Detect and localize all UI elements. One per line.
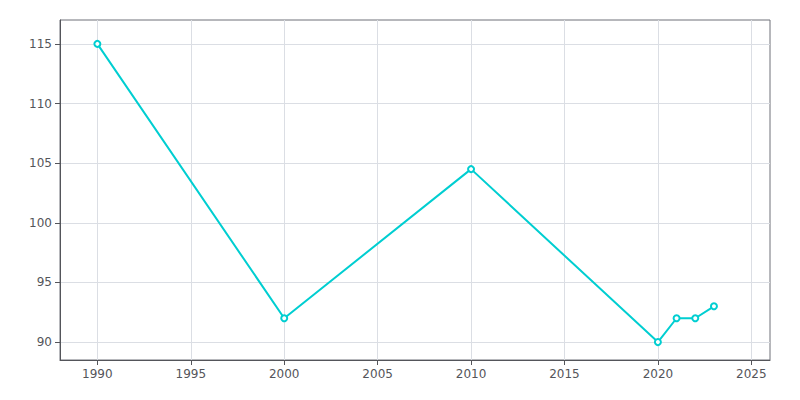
svg-text:90: 90 xyxy=(37,335,52,349)
svg-text:2025: 2025 xyxy=(736,367,767,381)
svg-text:2010: 2010 xyxy=(456,367,487,381)
svg-text:100: 100 xyxy=(29,216,52,230)
svg-text:2005: 2005 xyxy=(362,367,393,381)
svg-text:1990: 1990 xyxy=(82,367,113,381)
svg-text:1995: 1995 xyxy=(176,367,207,381)
svg-text:2000: 2000 xyxy=(269,367,300,381)
svg-text:95: 95 xyxy=(37,275,52,289)
svg-text:110: 110 xyxy=(29,97,52,111)
svg-text:2020: 2020 xyxy=(643,367,674,381)
svg-text:2015: 2015 xyxy=(549,367,580,381)
svg-text:115: 115 xyxy=(29,37,52,51)
svg-text:105: 105 xyxy=(29,156,52,170)
